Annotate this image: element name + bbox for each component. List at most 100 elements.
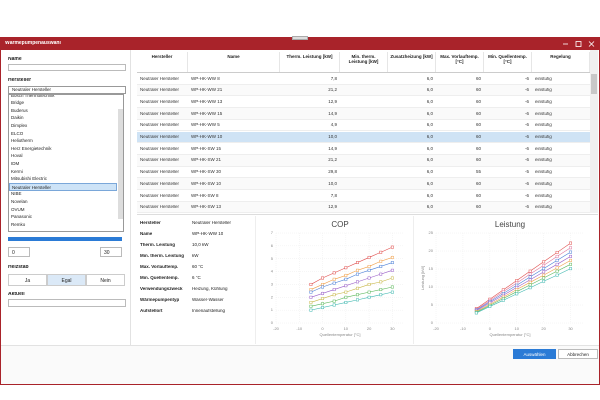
manufacturer-option[interactable]: OVUM — [11, 206, 25, 212]
current-dropdown[interactable] — [8, 299, 126, 307]
manufacturer-option[interactable]: Neutraler Hersteller — [9, 183, 117, 191]
data-point — [515, 292, 519, 296]
range-min[interactable]: 0 — [8, 247, 30, 257]
data-point — [356, 261, 359, 265]
footer-button[interactable]: Auswählen — [513, 349, 556, 359]
heater-option[interactable]: Nein — [86, 274, 125, 286]
y-tick-label: 0 — [431, 320, 434, 325]
table-cell: 6,0 — [426, 123, 433, 128]
manufacturer-list: Bosch Thermotechnik Bridge Buderus Daikin Di… — [8, 94, 124, 232]
series-line — [476, 256, 571, 312]
table-row[interactable] — [137, 108, 590, 120]
table-cell: Neutraler Hersteller — [140, 123, 180, 128]
chart-title: COP — [331, 220, 348, 229]
heater-option[interactable]: Ja — [8, 274, 47, 286]
column-header[interactable]: Therm. Leistung [kW] — [280, 52, 340, 72]
manufacturer-option[interactable]: NIBE — [11, 191, 22, 197]
manufacturer-option[interactable]: Bridge — [11, 100, 25, 106]
table-row[interactable] — [137, 143, 590, 155]
data-point — [528, 269, 532, 273]
manufacturer-option[interactable]: IDM — [11, 160, 20, 166]
manufacturer-option[interactable]: Herz Energietechnik — [11, 145, 52, 151]
manufacturer-option[interactable]: Hoval — [11, 153, 23, 159]
table-cell: -6 — [524, 99, 529, 104]
data-point — [542, 267, 546, 271]
column-header[interactable]: Min. Quellentemp. [°C] — [484, 52, 532, 72]
x-tick-label: 20 — [367, 326, 372, 331]
series-line — [310, 270, 393, 298]
data-point — [344, 277, 348, 281]
data-point — [332, 271, 336, 275]
manufacturer-option[interactable]: Novelan — [11, 198, 28, 204]
footer-button[interactable]: Abbrechen — [558, 349, 598, 359]
column-header[interactable]: Min. therm. Leistung [kW] — [340, 52, 388, 72]
data-point — [542, 273, 546, 277]
data-point — [344, 295, 348, 299]
table-cell: Neutraler Hersteller — [140, 88, 180, 93]
table-row[interactable] — [137, 119, 590, 132]
x-tick-label: -20 — [433, 326, 440, 331]
table-row[interactable] — [137, 178, 590, 190]
maximize[interactable] — [575, 41, 582, 47]
data-point — [488, 304, 492, 308]
table-cell: 10,0 — [328, 181, 337, 186]
manufacturer-option[interactable]: Daikin — [11, 115, 24, 121]
column-header[interactable]: Hersteller — [137, 52, 188, 72]
data-point — [344, 290, 348, 294]
table-row[interactable] — [137, 154, 590, 167]
manufacturer-option[interactable]: Heliotherm — [11, 138, 33, 144]
manufacturer-option[interactable]: Panasonic — [11, 214, 33, 220]
series-line — [476, 264, 571, 313]
detail-label: Verwendungszweck — [140, 287, 183, 291]
table-row[interactable] — [137, 190, 590, 202]
name-input[interactable] — [8, 64, 126, 71]
table-cell: 60 — [475, 135, 481, 139]
data-point — [321, 291, 324, 295]
manufacturer-option[interactable]: Buderus — [11, 107, 28, 113]
manufacturer-option[interactable]: Bosch Thermotechnik — [11, 94, 55, 98]
data-point — [555, 262, 559, 266]
table-cell: 6,0 — [426, 146, 433, 151]
column-header[interactable]: Name — [188, 52, 280, 72]
table-cell: WP-HK-WW 5 — [191, 123, 220, 128]
y-tick-label: 15 — [429, 266, 434, 271]
range-max[interactable]: 30 — [100, 247, 122, 257]
table-scrollbar — [590, 50, 598, 213]
detail-value: WP-HK-WW 10 — [192, 232, 224, 236]
table-row[interactable] — [137, 131, 590, 144]
x-tick-label: 10 — [515, 326, 520, 331]
table-cell: -6 — [524, 111, 529, 116]
series-line — [476, 242, 571, 309]
column-header[interactable]: Regelung — [532, 52, 590, 72]
table-cell: -6 — [524, 181, 529, 186]
column-header[interactable]: Zusatzheizung [kW] — [388, 52, 436, 72]
table-cell: 14,9 — [328, 111, 337, 116]
table-row[interactable] — [137, 96, 590, 109]
left-divider — [130, 50, 131, 345]
manufacturer-option[interactable]: Dimplex — [11, 122, 28, 128]
drag-tab[interactable] — [292, 36, 308, 40]
data-point — [367, 264, 371, 268]
manufacturer-option[interactable]: Mitsubishi Electric — [11, 176, 48, 182]
detail-label: Min. Quellentemp. — [140, 276, 179, 280]
table-cell: WP-HK-WW 13 — [191, 99, 223, 104]
manufacturer-dropdown[interactable]: Neutraler Hersteller — [8, 86, 126, 94]
table-cell: Neutraler Hersteller — [140, 170, 180, 175]
table-cell: 6,0 — [426, 158, 433, 163]
data-point — [379, 264, 383, 268]
column-header[interactable]: Max. Vorlauftemp. [°C] — [436, 52, 484, 72]
table-row[interactable] — [137, 201, 590, 214]
series-line — [310, 262, 393, 293]
table-cell: einstufig — [535, 123, 552, 128]
heater-option[interactable]: Egal — [47, 274, 86, 286]
table-cell: WP-HK-WW 21 — [191, 88, 223, 93]
manufacturer-option[interactable]: Remko — [11, 221, 26, 227]
data-point — [555, 266, 559, 270]
slider[interactable] — [8, 237, 122, 241]
table-row[interactable] — [137, 84, 590, 97]
manufacturer-option[interactable]: ELCO — [11, 130, 24, 136]
manufacturer-option[interactable]: Kermi — [11, 168, 23, 174]
table-row[interactable] — [137, 73, 590, 85]
close[interactable] — [588, 41, 595, 47]
table-row[interactable] — [137, 166, 590, 179]
